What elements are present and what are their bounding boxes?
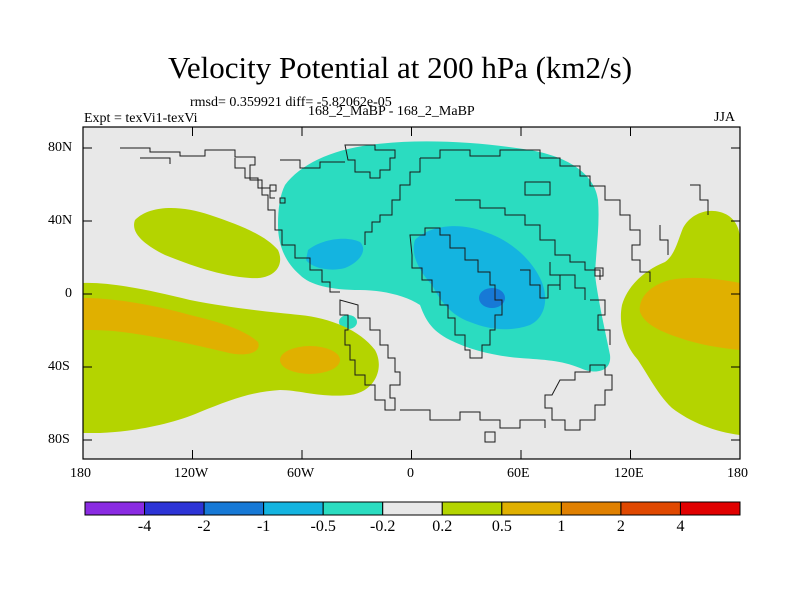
experiment-label: Expt = texVi1-texVi (84, 111, 198, 126)
x-tick-label-60e: 60E (507, 466, 530, 481)
colorbar-label: 4 (676, 518, 685, 535)
coastline-layer (120, 144, 709, 443)
plot-title: Velocity Potential at 200 hPa (km2/s) (167, 50, 633, 85)
contour-region-green-pacific-north (134, 208, 281, 279)
y-tick-label-80s: 80S (48, 432, 70, 447)
colorbar-swatch (84, 501, 146, 516)
season-label: JJA (714, 110, 736, 125)
y-tick-label-0: 0 (65, 286, 72, 301)
contour-region-blue-core (479, 288, 505, 308)
contour-fill-layer (83, 141, 740, 435)
coastline-north-america (120, 147, 345, 293)
coastline-india-asia (520, 269, 611, 345)
contour-region-cyan-west (306, 238, 364, 270)
colorbar-swatch (382, 501, 443, 516)
colorbar-label: -2 (197, 518, 211, 535)
colorbar-label: 1 (557, 518, 566, 535)
x-tick-label-0: 0 (407, 466, 414, 481)
colorbar-swatch (679, 501, 741, 516)
contour-region-orange-south-pacific (83, 298, 259, 355)
coastline-antarctica (400, 409, 546, 443)
x-tick-label-60w: 60W (287, 466, 315, 481)
colorbar (84, 501, 741, 516)
x-tick-label-120e: 120E (614, 466, 644, 481)
colorbar-label: 0.5 (491, 518, 512, 535)
colorbar-swatch (560, 501, 622, 516)
contour-region-cyan (413, 226, 546, 330)
coastline-greenland (344, 144, 396, 179)
colorbar-swatch (263, 501, 324, 516)
coastline-south-america (339, 299, 401, 411)
x-tick-label-180-left: 180 (70, 466, 91, 481)
coastline-japan (659, 184, 709, 255)
x-axis-ticks (82, 127, 741, 459)
colorbar-label: -1 (256, 518, 271, 535)
case-label: 168_2_MaBP - 168_2_MaBP (308, 104, 475, 119)
colorbar-label: 0.2 (432, 518, 453, 535)
y-tick-label-40s: 40S (48, 359, 70, 374)
coastline-small-islands (269, 184, 604, 277)
contour-region-orange-south-atlantic (280, 346, 340, 374)
contour-region-orange-west-pacific (639, 277, 740, 350)
y-tick-label-80n: 80N (48, 140, 73, 155)
colorbar-swatch (144, 501, 205, 516)
colorbar-swatch (203, 501, 265, 516)
coastline-eurasia (364, 149, 651, 290)
colorbar-swatch (501, 501, 562, 516)
y-tick-label-40n: 40N (48, 213, 73, 228)
coastline-africa (409, 227, 503, 359)
colorbar-label: -4 (137, 518, 152, 535)
colorbar-swatch (620, 501, 681, 516)
x-tick-label-120w: 120W (174, 466, 209, 481)
stats-label: rmsd= 0.359921 diff= -5.82062e-05 (190, 95, 392, 110)
coastline-australia (544, 364, 613, 431)
x-tick-label-180-right: 180 (727, 466, 748, 481)
colorbar-label: -0.5 (310, 518, 336, 535)
colorbar-swatch (441, 501, 503, 516)
colorbar-label: -0.2 (370, 518, 396, 535)
colorbar-label: 2 (616, 518, 625, 535)
y-axis-ticks (83, 147, 740, 441)
colorbar-swatch (322, 501, 384, 516)
